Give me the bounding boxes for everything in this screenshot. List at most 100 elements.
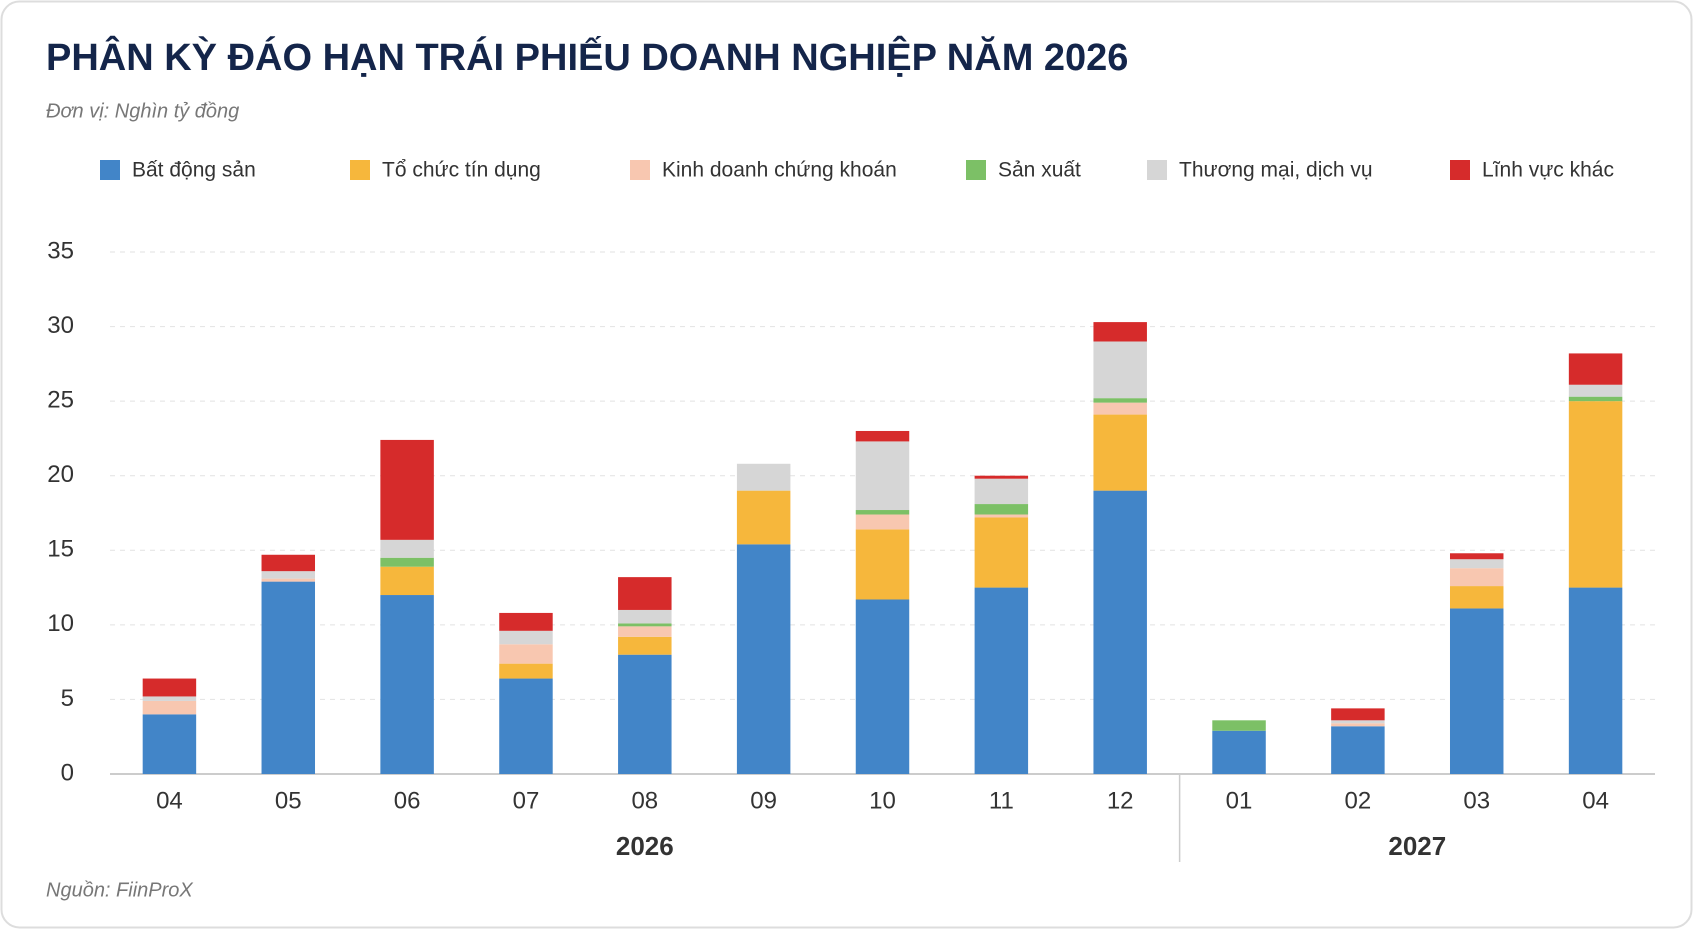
bar-segment — [1568, 396, 1623, 402]
bar-segment — [142, 700, 197, 715]
chart-title: PHÂN KỲ ĐÁO HẠN TRÁI PHIẾU DOANH NGHIỆP … — [46, 35, 1128, 79]
x-tick-label: 08 — [631, 787, 658, 814]
x-tick-label: 04 — [156, 787, 183, 814]
bar-segment — [380, 595, 434, 774]
x-tick-label: 05 — [275, 787, 302, 814]
y-tick-label: 20 — [47, 461, 74, 488]
bar-segment — [499, 663, 553, 679]
bar-segment — [1093, 414, 1147, 491]
legend-label: Kinh doanh chứng khoán — [662, 159, 897, 182]
bar-segment — [855, 599, 910, 774]
bar-segment — [261, 581, 316, 774]
bar-segment — [736, 490, 791, 545]
bar-segment — [618, 636, 672, 655]
bar-segment — [618, 609, 672, 624]
legend-swatch — [1147, 160, 1167, 180]
bar-segment — [142, 678, 197, 697]
x-tick-label: 03 — [1463, 787, 1490, 814]
bar-segment — [499, 678, 553, 774]
bar-segment — [1093, 402, 1147, 415]
bar-segment — [380, 539, 434, 558]
y-tick-label: 25 — [47, 386, 74, 413]
bar-segment — [1449, 553, 1504, 560]
bar-segment — [499, 644, 553, 664]
bar-segment — [380, 566, 434, 596]
legend-label: Thương mại, dịch vụ — [1179, 159, 1373, 182]
bar-segment — [1449, 608, 1504, 774]
legend-swatch — [350, 160, 370, 180]
bar-segment — [1568, 401, 1623, 588]
bar-segment — [974, 514, 1029, 518]
y-tick-label: 10 — [47, 610, 74, 637]
bar-segment — [974, 478, 1029, 505]
bar-segment — [855, 430, 910, 442]
bar-segment — [974, 504, 1029, 515]
bar-segment — [1568, 384, 1623, 397]
bar-segment — [142, 714, 197, 774]
x-tick-label: 01 — [1226, 787, 1253, 814]
bar-segment — [1449, 586, 1504, 609]
bar-segment — [499, 630, 553, 645]
bar-segment — [261, 554, 316, 572]
bar-segment — [855, 510, 910, 515]
x-tick-label: 04 — [1582, 787, 1609, 814]
group-label: 2026 — [616, 831, 674, 861]
bar-segment — [1093, 490, 1147, 774]
x-tick-label: 11 — [989, 787, 1014, 814]
bar-segment — [1568, 587, 1623, 774]
bar-segment — [1093, 341, 1147, 399]
bar-segment — [618, 577, 672, 610]
x-tick-label: 10 — [869, 787, 896, 814]
legend-swatch — [966, 160, 986, 180]
y-tick-label: 0 — [61, 759, 74, 786]
bar-segment — [1331, 720, 1385, 724]
bar-segment — [618, 623, 672, 627]
x-tick-label: 02 — [1345, 787, 1372, 814]
bar-segment — [974, 475, 1029, 479]
source: Nguồn: FiinProX — [46, 879, 193, 901]
bar-segment — [142, 696, 197, 701]
x-tick-label: 12 — [1107, 787, 1134, 814]
bar-segment — [261, 571, 316, 579]
legend-label: Tổ chức tín dụng — [382, 159, 541, 182]
bar-segment — [1212, 730, 1266, 774]
bar-segment — [1331, 708, 1385, 721]
bar-segment — [736, 544, 791, 774]
bar-segment — [855, 441, 910, 511]
bar-segment — [1568, 353, 1623, 385]
legend-swatch — [100, 160, 120, 180]
bar-segment — [1449, 559, 1504, 569]
bar-segment — [261, 578, 316, 582]
bar-segment — [855, 514, 910, 530]
bar-segment — [618, 626, 672, 637]
y-tick-label: 15 — [47, 536, 74, 563]
bar-segment — [974, 517, 1029, 588]
subtitle: Đơn vị: Nghìn tỷ đồng — [46, 100, 239, 122]
bar-segment — [380, 439, 434, 540]
legend-swatch — [1450, 160, 1470, 180]
bar-segment — [1093, 322, 1147, 342]
bar-segment — [1449, 568, 1504, 587]
y-tick-label: 35 — [47, 237, 74, 264]
x-tick-label: 06 — [394, 787, 421, 814]
bar-segment — [736, 463, 791, 491]
legend-label: Lĩnh vực khác — [1482, 159, 1614, 182]
legend-label: Bất động sản — [132, 159, 256, 182]
legend-swatch — [630, 160, 650, 180]
bar-segment — [380, 557, 434, 567]
y-tick-label: 30 — [47, 312, 74, 339]
bar-segment — [1331, 726, 1385, 774]
bar-segment — [1212, 720, 1266, 731]
y-tick-label: 5 — [61, 685, 74, 712]
x-tick-label: 07 — [513, 787, 540, 814]
bar-segment — [974, 587, 1029, 774]
bar-segment — [618, 654, 672, 774]
bar-segment — [1331, 723, 1385, 727]
legend-label: Sản xuất — [998, 159, 1081, 182]
group-label: 2027 — [1388, 831, 1446, 861]
bar-segment — [855, 529, 910, 600]
bar-segment — [499, 612, 553, 631]
x-tick-label: 09 — [750, 787, 777, 814]
